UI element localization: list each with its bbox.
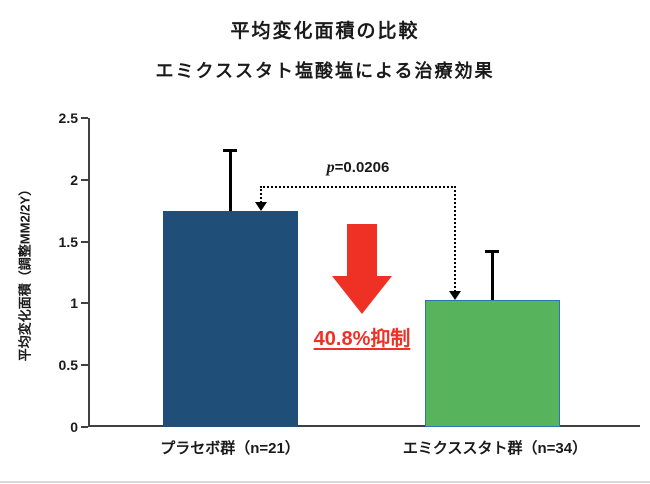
bar-placebo xyxy=(163,210,298,427)
reduction-arrow-head xyxy=(332,276,392,314)
x-category-label-emixustat: エミクススタト群（n=34） xyxy=(402,440,588,457)
chart-title: 平均変化面積の比較 xyxy=(230,21,420,42)
arrowhead-down-icon xyxy=(449,290,461,300)
plot-area: p=0.0206 40.8%抑制 xyxy=(81,117,640,428)
p-value-label: p=0.0206 xyxy=(260,159,456,177)
error-bar-placebo xyxy=(223,148,237,211)
y-tick-mark xyxy=(81,426,88,428)
y-tick-mark xyxy=(81,364,88,367)
bottom-divider xyxy=(0,481,650,483)
reduction-arrow-icon xyxy=(332,224,392,314)
y-tick-label: 1.5 xyxy=(58,233,78,250)
error-bar-stem xyxy=(490,250,494,300)
bar-emixustat xyxy=(425,299,560,427)
chart-subtitle: エミクススタト塩酸塩による治療効果 xyxy=(155,61,495,81)
p-bracket-right-drop xyxy=(454,186,456,292)
reduction-arrow-body xyxy=(347,224,377,276)
p-bracket-horizontal-line xyxy=(260,186,456,188)
y-tick-mark xyxy=(81,240,88,243)
y-axis-tick-labels: 2.5 2 1.5 1 0.5 0 xyxy=(42,110,78,435)
x-axis-line xyxy=(88,425,640,427)
y-tick-label: 0.5 xyxy=(58,357,78,374)
y-tick-label: 1 xyxy=(70,295,78,312)
y-axis-label: 平均変化面積（調整MM2/2Y） xyxy=(17,182,33,362)
p-bracket-left-drop xyxy=(260,186,262,203)
error-bar-emixustat xyxy=(485,250,499,300)
x-category-label-placebo: プラセボ群（n=21） xyxy=(160,440,300,457)
reduction-label: 40.8%抑制 xyxy=(313,328,411,350)
y-tick-label: 0 xyxy=(70,419,78,435)
y-tick-label: 2 xyxy=(70,171,78,188)
arrowhead-down-icon xyxy=(255,201,267,211)
p-symbol: p xyxy=(326,159,335,176)
y-axis-line xyxy=(88,118,90,427)
y-tick-mark xyxy=(81,302,88,305)
p-value: =0.0206 xyxy=(334,159,390,176)
y-tick-mark xyxy=(81,117,88,119)
error-bar-stem xyxy=(228,148,232,211)
y-tick-label: 2.5 xyxy=(58,110,78,126)
y-tick-mark xyxy=(81,178,88,181)
